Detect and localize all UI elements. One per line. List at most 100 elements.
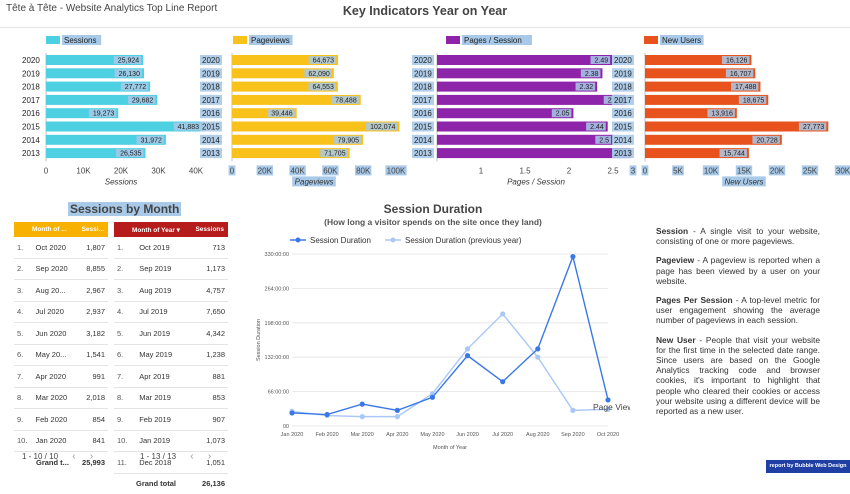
row-sessions: 3,182 xyxy=(75,322,108,345)
x-tick-label: 100K xyxy=(387,166,406,175)
row-month: Jun 2020 xyxy=(32,322,76,345)
table-row[interactable]: 5. Jun 2020 3,182 xyxy=(14,322,108,345)
table-row[interactable]: 1. Oct 2019 713 xyxy=(114,237,228,259)
category-label: 2017 xyxy=(414,96,432,105)
table-row[interactable]: 11. Dec 2018 1,051 xyxy=(114,451,228,474)
row-month: Aug 2019 xyxy=(136,279,189,302)
table-row[interactable]: 3. Aug 2019 4,757 xyxy=(114,279,228,302)
tick-highlight xyxy=(256,165,273,176)
value-label: 71,705 xyxy=(324,151,346,158)
table-row[interactable]: 10. Jan 2020 841 xyxy=(14,430,108,452)
prev-page-icon[interactable]: ‹ xyxy=(190,451,194,462)
value-label: 78,488 xyxy=(335,97,357,104)
table-row[interactable]: 8. Mar 2020 2,018 xyxy=(14,387,108,409)
category-highlight xyxy=(612,148,634,159)
row-month: Apr 2020 xyxy=(32,365,76,388)
column-header-sessions[interactable]: Sessions xyxy=(188,222,228,237)
session-duration-chart: Session Duration Session Duration (previo… xyxy=(256,236,630,451)
value-label-bg xyxy=(752,135,780,144)
header-divider xyxy=(0,27,850,28)
table-row[interactable]: 1. Oct 2020 1,807 xyxy=(14,237,108,259)
table-row[interactable]: 9. Feb 2019 907 xyxy=(114,408,228,431)
table-row[interactable]: 10. Jan 2019 1,073 xyxy=(114,430,228,452)
category-highlight xyxy=(612,121,634,132)
column-header-sessions[interactable]: Sessi... xyxy=(75,222,108,237)
grand-total-value: 26,136 xyxy=(202,479,225,489)
category-label: 2017 xyxy=(22,96,40,105)
x-tick-label: 80K xyxy=(356,166,371,175)
value-label: 29,682 xyxy=(132,97,154,104)
x-axis-title: Pages / Session xyxy=(507,177,565,186)
value-label-bg xyxy=(114,69,142,78)
bar xyxy=(46,108,119,119)
value-label-bg xyxy=(88,109,117,118)
value-label: 20,728 xyxy=(756,137,778,144)
row-month: Feb 2019 xyxy=(136,408,189,431)
x-axis-title: Month of Year xyxy=(433,445,467,451)
table-row[interactable]: 4. Jul 2019 7,650 xyxy=(114,301,228,323)
row-month: Aug 20... xyxy=(32,279,76,302)
legend-label: Pages / Session xyxy=(464,36,522,45)
value-label-bg xyxy=(586,122,606,131)
legend-label-previous: Session Duration (previous year) xyxy=(405,236,522,245)
bar xyxy=(645,134,782,145)
value-label-bg xyxy=(308,82,336,91)
value-label: 64,553 xyxy=(312,84,334,91)
category-label: 2018 xyxy=(202,83,220,92)
table-row[interactable]: 6. May 2019 1,238 xyxy=(114,344,228,366)
legend-highlight xyxy=(62,35,102,45)
prev-page-icon[interactable]: ‹ xyxy=(72,451,76,462)
footer-badge[interactable]: report by Bubble Web Design xyxy=(766,460,850,473)
axis-title-highlight xyxy=(722,176,766,187)
value-label-bg xyxy=(267,109,295,118)
row-index: 5. xyxy=(14,322,33,345)
category-highlight xyxy=(200,134,222,145)
table-row[interactable]: 5. Jun 2019 4,342 xyxy=(114,322,228,345)
value-label: 27,772 xyxy=(125,84,147,91)
next-page-icon[interactable]: › xyxy=(207,451,212,462)
value-label: 27,773 xyxy=(803,124,825,131)
table-row[interactable]: 2. Sep 2020 8,855 xyxy=(14,258,108,280)
value-label-bg xyxy=(320,149,348,158)
row-month: Jul 2019 xyxy=(136,301,189,323)
table-row[interactable]: 2. Sep 2019 1,173 xyxy=(114,258,228,280)
value-label-bg xyxy=(590,56,611,64)
next-page-icon[interactable]: › xyxy=(89,451,94,462)
value-label: 18,675 xyxy=(743,97,765,104)
value-label-bg xyxy=(333,135,362,144)
column-header-month[interactable]: Month of ... xyxy=(14,222,76,237)
bar xyxy=(645,68,756,79)
value-label: 2.05 xyxy=(556,111,570,118)
value-label: 102,074 xyxy=(370,124,395,131)
pager-text: 1 - 13 / 13 xyxy=(140,452,177,461)
definition-text: - People that visit your website for the… xyxy=(656,334,820,417)
table-row[interactable]: 3. Aug 20... 2,967 xyxy=(14,279,108,302)
row-index: 1. xyxy=(14,237,33,259)
table-row[interactable]: 7. Apr 2020 991 xyxy=(14,365,108,388)
row-sessions: 991 xyxy=(75,365,108,388)
category-label: 2014 xyxy=(202,136,220,145)
x-tick-label: 20K xyxy=(258,166,273,175)
row-sessions: 854 xyxy=(75,408,108,431)
row-month: Mar 2020 xyxy=(32,387,76,409)
table-row[interactable]: 8. Mar 2019 853 xyxy=(114,387,228,409)
category-label: 2015 xyxy=(414,123,432,132)
tick-highlight xyxy=(228,165,236,176)
x-tick-label: 20K xyxy=(770,166,785,175)
row-month: May 2019 xyxy=(136,344,189,366)
column-header-month[interactable]: Month of Year ▾ xyxy=(114,222,189,237)
category-highlight xyxy=(412,81,434,92)
table-row[interactable]: 9. Feb 2020 854 xyxy=(14,408,108,431)
table-row[interactable]: 7. Apr 2019 881 xyxy=(114,365,228,388)
table-row[interactable]: 4. Jul 2020 2,937 xyxy=(14,301,108,323)
category-highlight xyxy=(200,55,222,65)
row-month: Jun 2019 xyxy=(136,322,189,345)
table-row[interactable]: 6. May 20... 1,541 xyxy=(14,344,108,366)
tick-highlight xyxy=(322,165,339,176)
legend-highlight xyxy=(462,35,532,45)
tick-highlight xyxy=(672,165,684,176)
data-point xyxy=(394,407,400,413)
sessions-table-previous: Month of Year ▾ Sessions 1. Oct 2019 713 2. S… xyxy=(114,222,228,494)
row-index: 6. xyxy=(114,344,137,366)
